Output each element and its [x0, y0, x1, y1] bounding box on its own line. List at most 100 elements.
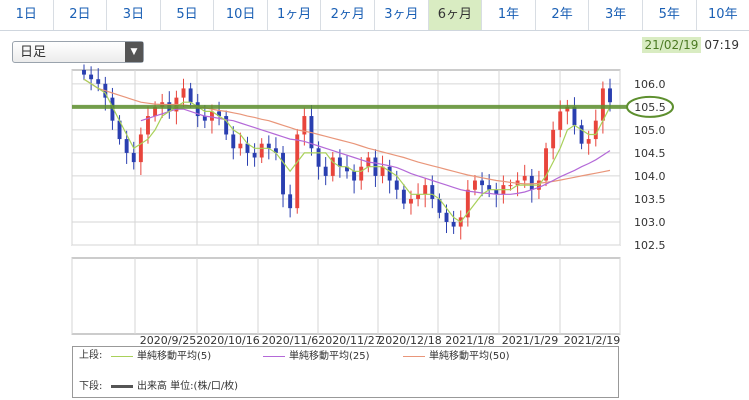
x-tick-label: 2020/12/18 — [378, 334, 441, 347]
candle-body — [238, 143, 243, 149]
tab-period[interactable]: 10年 — [708, 7, 738, 22]
volume-panel — [71, 257, 621, 335]
candle-body — [551, 129, 556, 149]
candle-body — [259, 143, 264, 158]
candle-body — [302, 116, 307, 135]
tab-period[interactable]: 5年 — [643, 0, 697, 30]
highlight-level-circle — [626, 95, 674, 118]
x-tick-label: 2020/11/6 — [262, 334, 318, 347]
candle-body — [146, 116, 150, 135]
candle-body — [138, 134, 143, 163]
tab-period[interactable]: 3ヶ月 — [375, 0, 429, 30]
candle-body — [380, 166, 385, 176]
last-update-date: 21/02/19 — [641, 37, 702, 53]
tab-period[interactable]: 3年 — [589, 0, 643, 30]
candle-body — [572, 106, 577, 126]
candle-body — [487, 185, 492, 190]
candle-body — [451, 221, 456, 227]
candle-body — [231, 134, 236, 149]
candle-body — [273, 148, 278, 153]
candle-body — [359, 166, 364, 181]
legend-upper-label: 上段: — [79, 350, 103, 361]
candle-body — [337, 157, 342, 167]
candle-body — [224, 116, 229, 135]
candle-body — [345, 166, 349, 172]
candle-body — [110, 97, 115, 121]
candle-body — [245, 143, 250, 153]
tab-period[interactable]: 5日 — [161, 0, 215, 30]
candle-body — [288, 194, 293, 209]
candle-body — [188, 88, 193, 103]
candle-body — [330, 157, 335, 176]
candle-body — [558, 111, 563, 130]
y-tick-label: 105.0 — [634, 124, 666, 137]
legend-volume: 出来高 単位:(株/口/枚) — [111, 380, 238, 394]
candle-body — [465, 189, 470, 218]
period-tabs: 1日 2日 3日 5日 10日 1ヶ月 2ヶ月 3ヶ月 6ヶ月 1年 2年 3年 5年 10年 — [0, 0, 749, 31]
candle-body — [117, 120, 122, 140]
tab-period[interactable]: 6ヶ月 — [428, 0, 483, 30]
last-update-time: 07:19 — [704, 38, 739, 52]
candle-body — [579, 125, 584, 144]
candle-body — [494, 189, 499, 195]
y-tick-label: 102.5 — [634, 239, 666, 252]
tab-period[interactable]: 1年 — [482, 0, 536, 30]
y-tick-label: 104.0 — [634, 170, 666, 183]
candle-body — [252, 152, 257, 158]
tab-period[interactable]: 2ヶ月 — [321, 0, 376, 30]
candle-body — [522, 175, 527, 181]
candle-body — [195, 102, 200, 117]
tab-period[interactable]: 3日 — [107, 0, 161, 30]
legend-label: 単純移動平均(50) — [429, 351, 510, 362]
candle-body — [323, 166, 328, 176]
chevron-down-icon[interactable]: ▼ — [125, 42, 143, 62]
last-update: 21/02/19 07:19 — [641, 37, 739, 53]
legend-label: 単純移動平均(5) — [137, 351, 212, 362]
candle-body — [480, 180, 485, 186]
legend-swatch — [263, 355, 285, 357]
legend-item: 単純移動平均(5) — [111, 350, 211, 364]
tab-period[interactable]: 1日 — [0, 0, 54, 30]
tab-period[interactable]: 1ヶ月 — [268, 0, 322, 30]
candle-body — [600, 88, 605, 121]
legend-lower-label: 下段: — [79, 381, 103, 392]
candle-body — [316, 148, 321, 167]
x-tick-label: 2021/1/8 — [445, 334, 494, 347]
tab-period[interactable]: 10日 — [214, 0, 268, 30]
highlight-level-label: 105.5 — [634, 101, 666, 114]
legend-item: 単純移動平均(25) — [263, 350, 370, 364]
candle-body — [608, 88, 612, 103]
x-tick-label: 2021/2/19 — [564, 334, 620, 347]
y-tick-label: 103.0 — [634, 216, 666, 229]
legend-swatch — [403, 355, 425, 357]
candle-body — [430, 185, 435, 199]
candle-body — [153, 106, 158, 117]
y-tick-label: 104.5 — [634, 147, 666, 160]
candle-body — [387, 166, 392, 181]
candle-body — [352, 171, 357, 181]
candle-body — [529, 175, 534, 190]
tab-period[interactable]: 2日 — [54, 0, 108, 30]
candle-body — [82, 70, 86, 75]
candle-body — [423, 185, 428, 195]
x-tick-label: 2020/10/16 — [196, 334, 259, 347]
interval-select[interactable]: 日足 ▼ — [12, 41, 144, 63]
tab-period[interactable]: 2年 — [536, 0, 590, 30]
candle-body — [593, 120, 598, 140]
candle-body — [217, 111, 222, 117]
legend-label: 単純移動平均(25) — [289, 351, 370, 362]
chart-legend: 上段: 単純移動平均(5) 単純移動平均(25) 単純移動平均(50) 下段: 出来… — [72, 346, 619, 398]
price-panel — [71, 69, 621, 246]
ma5-line — [83, 78, 611, 223]
legend-volume-label: 出来高 単位:(株/口/枚) — [137, 381, 239, 392]
candle-body — [266, 143, 271, 149]
legend-item: 単純移動平均(50) — [403, 350, 510, 364]
candle-body — [131, 152, 136, 163]
y-tick-label: 106.0 — [634, 78, 666, 91]
ma50-line — [83, 78, 611, 185]
candle-body — [409, 198, 413, 204]
candle-body — [295, 134, 300, 209]
candle-body — [508, 185, 513, 187]
candle-body — [444, 212, 449, 222]
